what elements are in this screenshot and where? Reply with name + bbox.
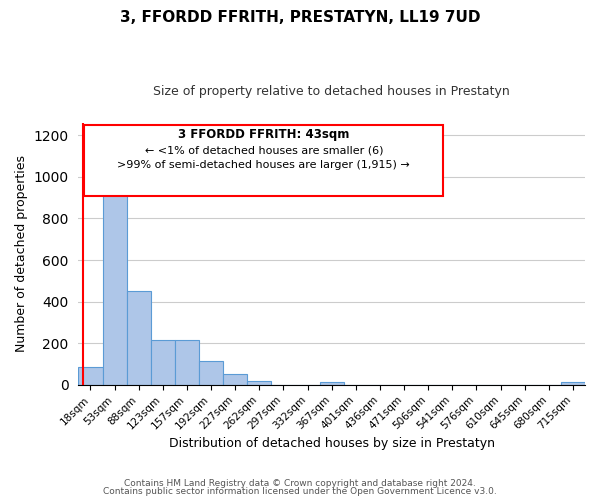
Y-axis label: Number of detached properties: Number of detached properties (15, 156, 28, 352)
Bar (151, 340, 175, 385)
Text: 3 FFORDD FFRITH: 43sqm: 3 FFORDD FFRITH: 43sqm (178, 128, 349, 141)
Bar (561, 382, 585, 385)
Bar (127, 292, 151, 385)
Bar (320, 382, 344, 385)
Bar (175, 340, 199, 385)
Text: ← <1% of detached houses are smaller (6): ← <1% of detached houses are smaller (6) (145, 146, 383, 156)
Bar (199, 361, 223, 385)
X-axis label: Distribution of detached houses by size in Prestatyn: Distribution of detached houses by size … (169, 437, 495, 450)
Bar (79, 367, 103, 385)
Bar (103, 182, 127, 385)
Bar (247, 380, 271, 385)
Text: 3, FFORDD FFRITH, PRESTATYN, LL19 7UD: 3, FFORDD FFRITH, PRESTATYN, LL19 7UD (120, 10, 480, 25)
Text: Contains HM Land Registry data © Crown copyright and database right 2024.: Contains HM Land Registry data © Crown c… (124, 478, 476, 488)
Title: Size of property relative to detached houses in Prestatyn: Size of property relative to detached ho… (154, 85, 510, 98)
Text: Contains public sector information licensed under the Open Government Licence v3: Contains public sector information licen… (103, 488, 497, 496)
Bar (223, 374, 247, 385)
Text: >99% of semi-detached houses are larger (1,915) →: >99% of semi-detached houses are larger … (118, 160, 410, 170)
